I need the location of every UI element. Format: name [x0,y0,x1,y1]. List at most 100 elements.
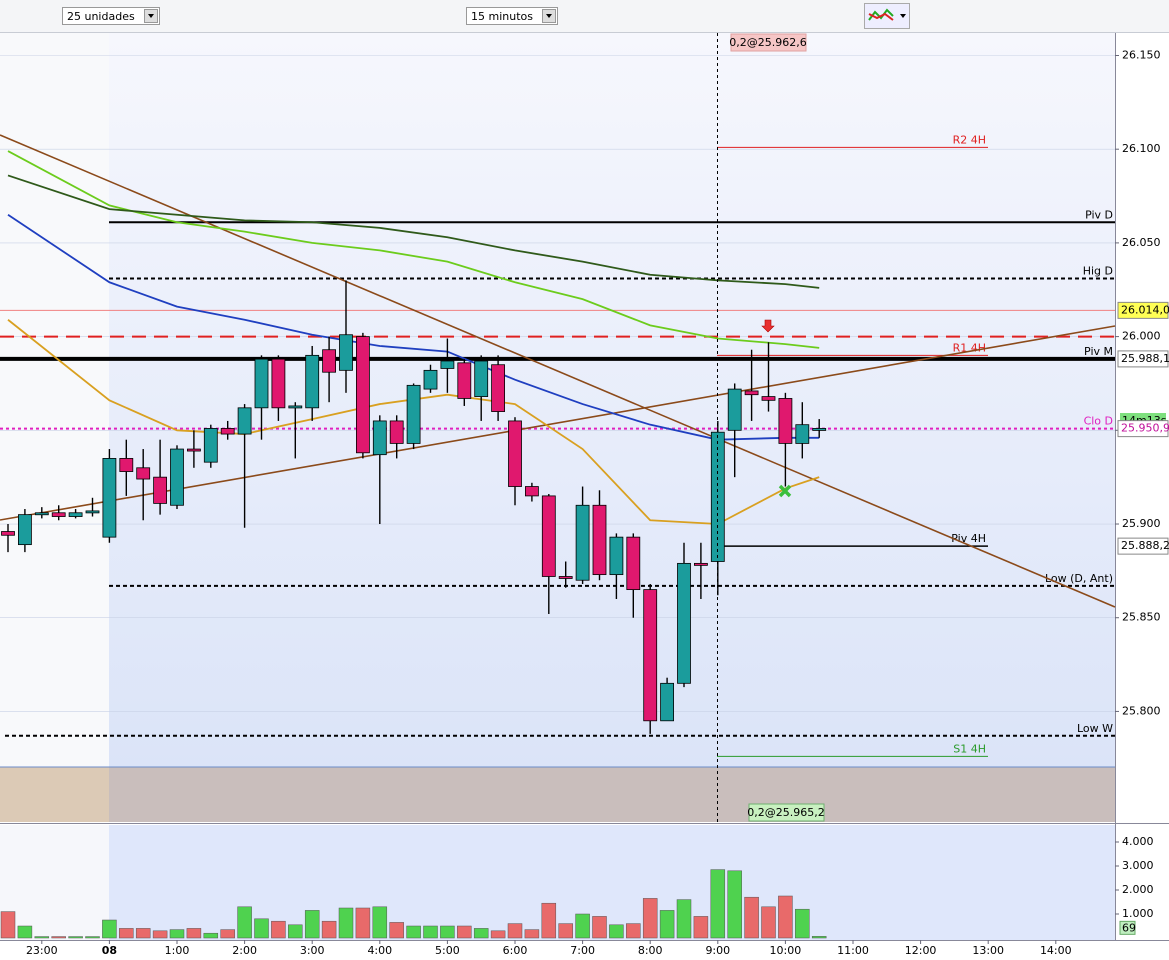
x-tick-label: 23:00 [26,944,58,957]
candle-body [541,495,556,577]
volume-bar [85,936,100,939]
price-tag: 25.950,9 [1121,422,1169,435]
volume-bar [659,910,675,939]
volume-bar [237,906,252,939]
y-tick-label: 26.000 [1122,330,1161,343]
x-tick-label: 7:00 [570,944,595,957]
moving-average [7,150,820,349]
candle-body [322,349,337,373]
candle-body [68,512,83,517]
lower-band [109,767,1115,822]
volume-bar [271,920,286,939]
x-tick-label: 11:00 [837,944,869,957]
candle-body [372,420,387,456]
x-tick-label: 9:00 [705,944,730,957]
price-tag-box [1117,420,1169,438]
candle-body [592,504,607,576]
lower-band [0,767,109,822]
x-tick-label: 14:00 [1040,944,1072,957]
volume-bar [203,932,219,939]
volume-bar [524,929,540,939]
x-tick-label: 2:00 [232,944,257,957]
y-tick-label: 25.850 [1122,611,1161,624]
candle-body [761,396,776,401]
volume-bar [541,902,557,939]
volume-bar [592,916,607,939]
volume-bar [304,910,320,939]
volume-bar [693,916,709,939]
buy-marker [778,484,792,498]
x-tick-label: 13:00 [972,944,1004,957]
level-label: Piv D [1085,208,1113,221]
volume-bar [119,928,134,939]
candle-body [744,390,759,396]
candles [1,280,827,734]
candle-body [423,369,438,390]
candle-body [795,424,810,444]
candle-body [575,504,590,581]
volume-bar [558,923,573,939]
volume-bar [68,936,83,939]
units-dropdown[interactable]: 25 unidades [62,7,160,25]
candle-body [237,407,252,435]
candle-body [102,458,117,538]
candle-body [474,360,489,397]
volume-bar [778,895,793,939]
volume-bar [0,911,16,939]
volume-bar [355,907,371,939]
interval-text: 15 minutos [471,10,533,23]
price-tag-box [1117,301,1169,319]
volume-bar [51,936,66,939]
candle-body [339,334,353,371]
volume-bar [288,924,303,939]
x-tick-label: 6:00 [503,944,528,957]
volume-tag: 69 [1122,921,1136,934]
volume-tick-label: 1.000 [1122,907,1154,920]
y-tick-label: 26.150 [1122,48,1161,61]
y-tick-label: 25.900 [1122,517,1161,530]
volume-bar [186,928,202,939]
indicator-button[interactable] [864,3,910,29]
x-tick-label: 12:00 [905,944,937,957]
volume-bar [389,922,404,939]
volume-bar [575,913,590,939]
volume-bar [254,918,269,939]
x-tick-label: 1:00 [165,944,190,957]
volume-bar [473,928,489,939]
level-label: Hig D [1083,265,1113,278]
price-tag: 26.014,0 [1121,303,1169,316]
candle-body [491,364,506,412]
crosshair-top-label: 0,2@25.962,6 [729,36,806,49]
crosshair-top-box [730,33,807,52]
candle-body [220,428,235,435]
y-tick-label: 26.050 [1122,236,1161,249]
volume-bar [507,923,523,939]
candle-body [812,428,827,431]
candle-body [203,428,218,463]
x-tick-label: 3:00 [300,944,325,957]
candle-body [406,384,421,444]
level-label: Low (D, Ant) [1045,572,1113,585]
volume-bar [761,906,776,939]
candle-body [355,336,370,454]
candle-body [254,358,269,409]
candle-body [186,448,201,452]
volume-bg [0,825,109,940]
price-tag: 25.988,1 [1121,352,1169,365]
price-tag-box [1117,537,1169,555]
interval-dropdown[interactable]: 15 minutos [466,7,558,25]
level-label: R1 4H [953,341,986,354]
toolbar: 25 unidades 15 minutos [0,0,1169,33]
candle-body [51,512,66,517]
x-tick-label: 10:00 [770,944,802,957]
volume-bar [795,908,810,939]
level-label: Low W [1077,722,1113,735]
volume-bar [626,923,641,939]
y-tick-label: 25.800 [1122,704,1161,717]
volume-bar [34,936,50,939]
candle-body [271,358,286,409]
volume-bar [169,929,185,939]
candle-body [440,360,455,369]
candle-body [288,405,303,409]
volume-bar [642,898,658,939]
